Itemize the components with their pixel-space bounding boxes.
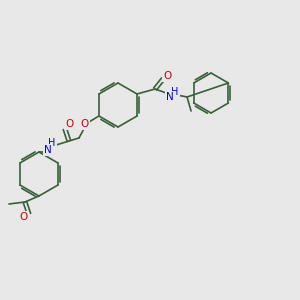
Text: O: O bbox=[20, 212, 28, 222]
Text: H: H bbox=[48, 138, 56, 148]
Text: O: O bbox=[81, 119, 89, 129]
Text: O: O bbox=[66, 119, 74, 129]
Text: N: N bbox=[44, 145, 52, 155]
Text: O: O bbox=[163, 71, 171, 81]
Text: N: N bbox=[166, 92, 174, 102]
Text: H: H bbox=[171, 87, 179, 97]
